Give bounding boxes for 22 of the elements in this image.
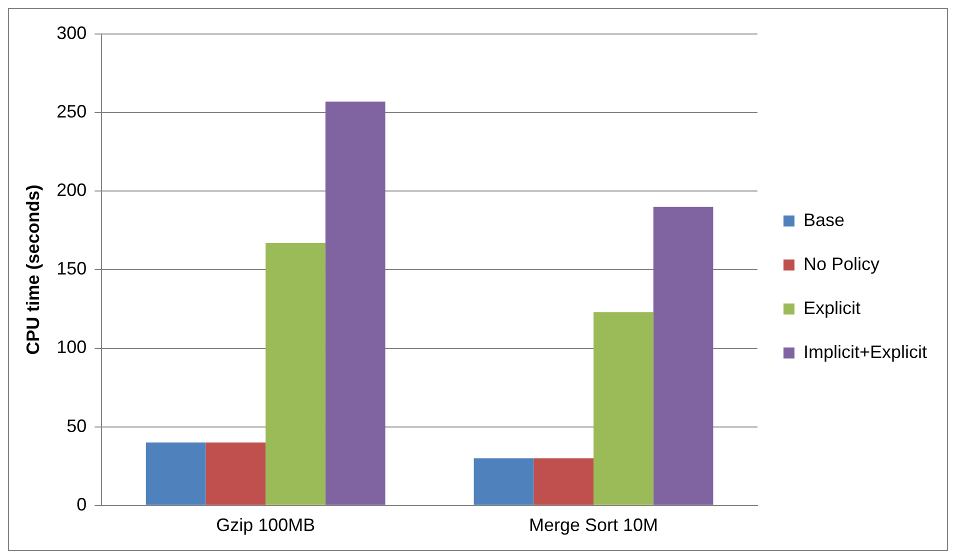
bar — [146, 442, 206, 505]
y-tick-label: 250 — [56, 102, 87, 122]
legend-label: Base — [803, 210, 844, 230]
x-tick-label: Merge Sort 10M — [528, 515, 658, 536]
y-tick-label: 150 — [56, 258, 87, 279]
legend-label: No Policy — [803, 254, 880, 274]
y-tick-label: 300 — [56, 22, 87, 43]
bar — [653, 206, 714, 505]
bar — [474, 458, 534, 505]
bar — [594, 312, 654, 505]
legend-label: Implicit+Explicit — [803, 342, 927, 362]
y-tick-label: 200 — [56, 180, 87, 200]
bar — [325, 102, 386, 505]
bar — [206, 442, 266, 505]
bar — [534, 458, 594, 505]
x-tick-label: Gzip 100MB — [216, 515, 316, 536]
y-axis-title: CPU time (seconds) — [22, 184, 43, 355]
y-tick-label: 100 — [56, 337, 87, 358]
y-tick-label: 50 — [66, 416, 87, 436]
legend-label: Explicit — [803, 298, 860, 318]
y-tick-label: 0 — [76, 494, 87, 514]
bar — [266, 242, 326, 505]
